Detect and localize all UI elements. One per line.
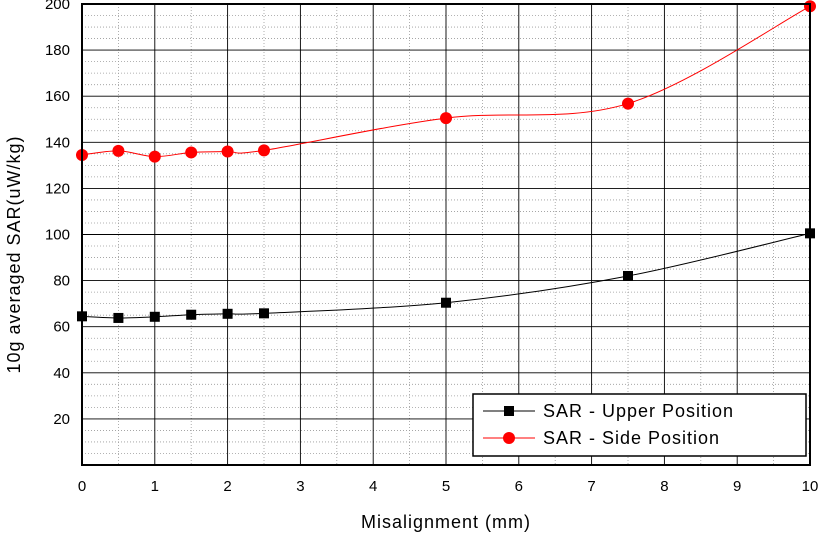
- tick-layer: 0 1 2 3 4 5 6 7 8 9 10 20 40 60 80 100 120 140 160 180 200: [45, 0, 818, 495]
- y-tick-label: 180: [45, 42, 70, 59]
- y-tick-label: 60: [53, 319, 70, 336]
- x-tick-label: 0: [78, 478, 86, 495]
- x-tick-label: 6: [515, 478, 523, 495]
- y-tick-label: 200: [45, 0, 70, 13]
- legend-label-side: SAR - Side Position: [543, 428, 720, 448]
- legend-box: [472, 393, 807, 457]
- y-tick-label: 100: [45, 227, 70, 244]
- major-grid: [82, 4, 810, 465]
- y-tick-label: 120: [45, 180, 70, 197]
- legend-label-upper: SAR - Upper Position: [543, 401, 734, 421]
- y-tick-label: 140: [45, 134, 70, 151]
- y-tick-label: 80: [53, 273, 70, 290]
- legend-marker-upper: [504, 406, 514, 416]
- data-point-side: [258, 144, 270, 157]
- legend: SAR - Upper Position SAR - Side Position: [472, 393, 807, 457]
- data-point-upper: [149, 311, 160, 322]
- data-point-upper: [259, 308, 269, 319]
- x-tick-label: 4: [369, 478, 377, 495]
- x-tick-label: 9: [733, 478, 741, 495]
- data-point-upper: [222, 308, 233, 319]
- x-tick-label: 3: [296, 478, 304, 495]
- data-point-upper: [623, 270, 633, 281]
- x-tick-label: 5: [442, 478, 450, 495]
- data-point-side: [148, 150, 161, 163]
- y-tick-label: 160: [45, 88, 70, 105]
- data-point-side: [440, 112, 452, 125]
- data-point-upper: [441, 297, 451, 308]
- x-tick-label: 7: [587, 478, 595, 495]
- y-tick-label: 40: [53, 365, 70, 382]
- legend-marker-side: [503, 432, 515, 444]
- plot-frame: [81, 3, 811, 466]
- x-tick-label: 8: [660, 478, 668, 495]
- data-point-side: [185, 146, 198, 159]
- data-point-side: [221, 145, 234, 158]
- data-point-side: [622, 97, 634, 110]
- y-tick-label: 20: [53, 411, 70, 428]
- data-point-side: [112, 144, 125, 157]
- x-axis-title: Misalignment (mm): [361, 512, 531, 532]
- x-tick-label: 1: [151, 478, 159, 495]
- data-point-upper: [186, 309, 197, 320]
- data-point-upper: [113, 312, 124, 323]
- y-axis-title: 10g averaged SAR(uW/kg): [4, 135, 24, 373]
- x-tick-label: 10: [802, 478, 819, 495]
- series-layer: [76, 0, 816, 323]
- x-tick-label: 2: [223, 478, 231, 495]
